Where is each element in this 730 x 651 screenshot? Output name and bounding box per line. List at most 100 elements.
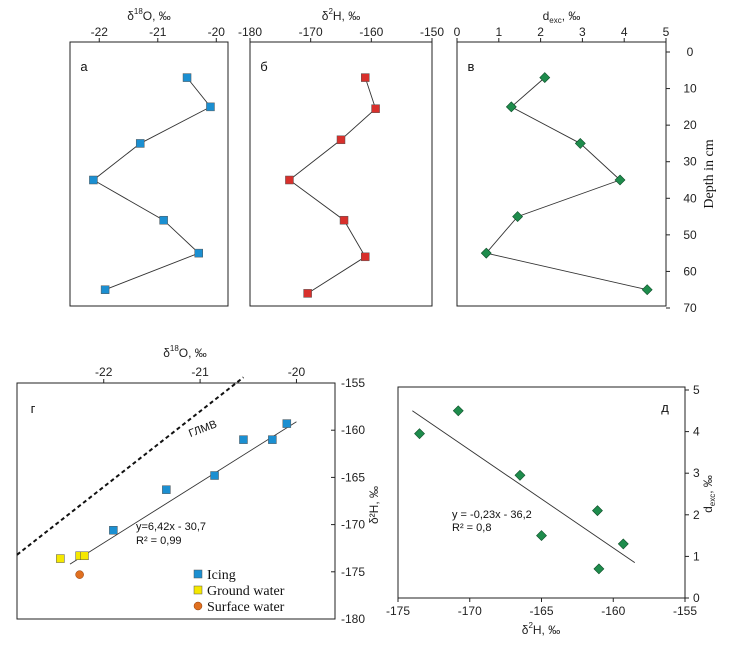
data-point: [592, 505, 603, 517]
x-tick-label: 1: [495, 25, 502, 39]
panel-label: в: [468, 59, 475, 74]
series-line: [92, 77, 212, 291]
x-tick-label: -150: [420, 25, 444, 39]
x-tick-label: -22: [95, 365, 113, 379]
regression-line: [69, 421, 297, 565]
data-point: [361, 73, 370, 82]
y-tick-label: -155: [341, 376, 365, 390]
legend-marker: [193, 569, 203, 579]
equation-label: y = -0,23x - 36,2: [452, 509, 532, 521]
data-point: [336, 135, 346, 145]
data-point: [162, 485, 171, 494]
x-axis-title: dexc, ‰: [543, 9, 581, 25]
panel-d: -175 -170 -165 -160 -155 δ2H, ‰ 0 1 2 3 4 5 dexc, ‰ д…: [386, 383, 717, 637]
x-axis-title: δ2H, ‰: [322, 7, 360, 23]
x-tick-label: -165: [529, 604, 553, 618]
data-point: [303, 289, 312, 298]
panel-c: 0 1 2 3 4 5 dexc, ‰ в 0 10 20 30 40 50 60 70 Depth in cm: [454, 9, 717, 315]
x-tick-label: -21: [149, 25, 167, 39]
data-point: [593, 563, 605, 575]
data-point: [268, 435, 277, 444]
y-tick-label: -175: [341, 565, 365, 579]
y-tick-label: 4: [693, 425, 700, 439]
data-point: [361, 252, 370, 262]
x-tick-label: 5: [663, 25, 670, 39]
data-point: [285, 175, 294, 185]
data-point: [371, 104, 380, 113]
legend-label: Icing: [207, 568, 236, 583]
y-tick-label: 2: [693, 508, 700, 522]
x-tick-label: 3: [579, 25, 586, 39]
legend-marker: [193, 601, 203, 611]
panel-label: а: [80, 59, 88, 74]
gmwl-line: [16, 376, 245, 556]
data-point: [182, 73, 192, 82]
y-tick-label: 0: [687, 45, 694, 59]
legend-marker: [193, 585, 203, 595]
plot-frame: [69, 41, 229, 307]
x-tick-label: -20: [208, 25, 226, 39]
panel-a: -22 -21 -20 δ18O, ‰ а: [69, 7, 229, 307]
x-tick-label: -170: [458, 604, 482, 618]
y-tick-label: 10: [683, 82, 697, 96]
x-tick-label: -160: [601, 604, 625, 618]
data-point: [452, 405, 464, 417]
y-tick-label: 70: [683, 301, 697, 315]
data-point: [617, 538, 629, 550]
y-tick-label: 40: [683, 191, 697, 205]
x-tick-label: -160: [359, 25, 383, 39]
data-point: [100, 285, 110, 294]
y-axis-title: Depth in cm: [702, 139, 717, 208]
data-point: [239, 435, 248, 444]
r2-label: R² = 0,99: [136, 535, 182, 547]
x-axis-title: δ18O, ‰: [127, 7, 171, 23]
plot-frame: [456, 41, 667, 307]
y-tick-label: 20: [683, 118, 697, 132]
data-point: [505, 101, 517, 113]
r2-label: R² = 0,8: [452, 522, 491, 534]
x-tick-label: -175: [386, 604, 410, 618]
y-tick-label: 3: [693, 466, 700, 480]
data-point: [514, 469, 526, 481]
panel-label: б: [260, 59, 267, 74]
data-point: [480, 247, 492, 259]
x-tick-label: -20: [288, 365, 306, 379]
data-point: [75, 570, 84, 579]
panel-g: -22 -21 -20 δ18O, ‰ -155 -160 -165 -170 -175 -180…: [16, 344, 381, 626]
data-point: [206, 102, 215, 112]
data-point: [539, 72, 551, 84]
x-tick-label: -170: [299, 25, 323, 39]
y-tick-label: 0: [693, 591, 700, 605]
equation-label: y=6,42x - 30,7: [136, 521, 206, 533]
data-point: [194, 248, 203, 258]
y-tick-label: 5: [693, 383, 700, 397]
y-tick-label: 50: [683, 228, 697, 242]
panel-b: -180 -170 -160 -150 δ2H, ‰ б: [238, 7, 444, 307]
y-tick-label: 30: [683, 155, 697, 169]
data-point: [512, 211, 524, 222]
data-point: [210, 471, 219, 480]
data-point: [536, 530, 547, 542]
plot-frame: [249, 41, 433, 307]
x-axis-title: δ18O, ‰: [163, 344, 207, 360]
data-point: [56, 554, 65, 563]
data-point: [89, 175, 98, 185]
y-tick-label: 60: [683, 264, 697, 278]
y-tick-label: -160: [341, 423, 365, 437]
data-point: [414, 428, 425, 440]
x-tick-label: -155: [673, 604, 697, 618]
x-tick-label: -180: [238, 25, 262, 39]
data-point: [614, 174, 626, 186]
data-point: [80, 551, 89, 561]
x-axis-title: δ2H, ‰: [522, 621, 560, 637]
data-point: [574, 138, 586, 149]
plot-frame: [397, 386, 686, 599]
y-axis-title: δ²H, ‰: [367, 486, 381, 524]
x-tick-label: -21: [191, 365, 209, 379]
data-point: [159, 215, 168, 225]
legend-label: Ground water: [207, 584, 285, 599]
gmwl-label: ГЛМВ: [187, 418, 218, 440]
y-axis-title: dexc, ‰: [701, 475, 717, 513]
data-point: [135, 139, 145, 148]
